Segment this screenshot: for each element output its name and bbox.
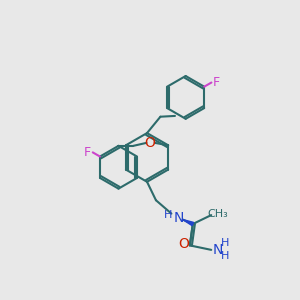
Polygon shape [183, 220, 194, 226]
Text: CH₃: CH₃ [207, 208, 228, 219]
Text: H: H [221, 238, 230, 248]
Text: H: H [221, 251, 230, 261]
Text: O: O [178, 237, 189, 251]
Text: N: N [213, 243, 223, 257]
Text: O: O [144, 136, 155, 150]
Text: F: F [84, 146, 91, 159]
Text: H: H [164, 210, 172, 220]
Text: F: F [212, 76, 219, 89]
Text: N: N [174, 211, 184, 225]
